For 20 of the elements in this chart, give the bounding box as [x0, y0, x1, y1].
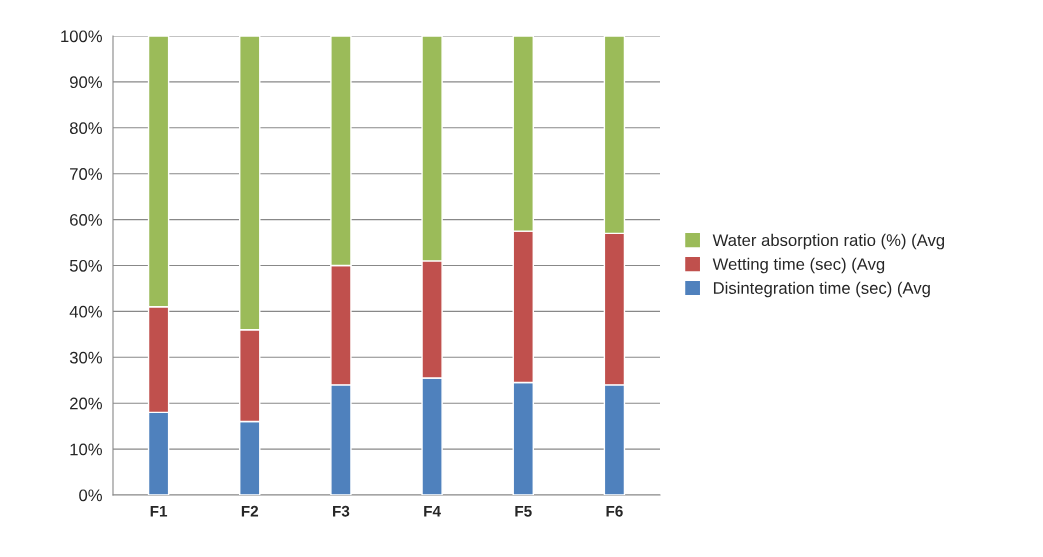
y-tick-label: 40%	[69, 305, 102, 318]
y-tick-label: 0%	[79, 489, 102, 502]
legend-label: Wetting time (sec) (Avg	[712, 257, 885, 274]
y-tick-label: 30%	[69, 351, 102, 364]
legend-label: Disintegration time (sec) (Avg	[713, 281, 930, 298]
y-tick-label: 20%	[70, 397, 102, 410]
y-tick-label: 90%	[70, 76, 102, 89]
x-tick-label: F4	[424, 505, 441, 517]
x-tick-label: F2	[241, 505, 259, 517]
y-tick-label: 10%	[70, 443, 102, 456]
x-tick-label: F5	[515, 505, 532, 517]
y-tick-label: 80%	[69, 122, 102, 134]
legend-label: Water absorption ratio (%) (Avg	[712, 233, 945, 250]
y-tick-label: 60%	[70, 214, 102, 226]
y-tick-label: 100%	[61, 30, 102, 43]
y-tick-label: 50%	[69, 259, 102, 272]
x-tick-label: F1	[150, 505, 168, 517]
y-tick-label: 70%	[70, 168, 102, 180]
x-tick-label: F6	[606, 505, 623, 517]
x-tick-label: F3	[333, 505, 350, 517]
